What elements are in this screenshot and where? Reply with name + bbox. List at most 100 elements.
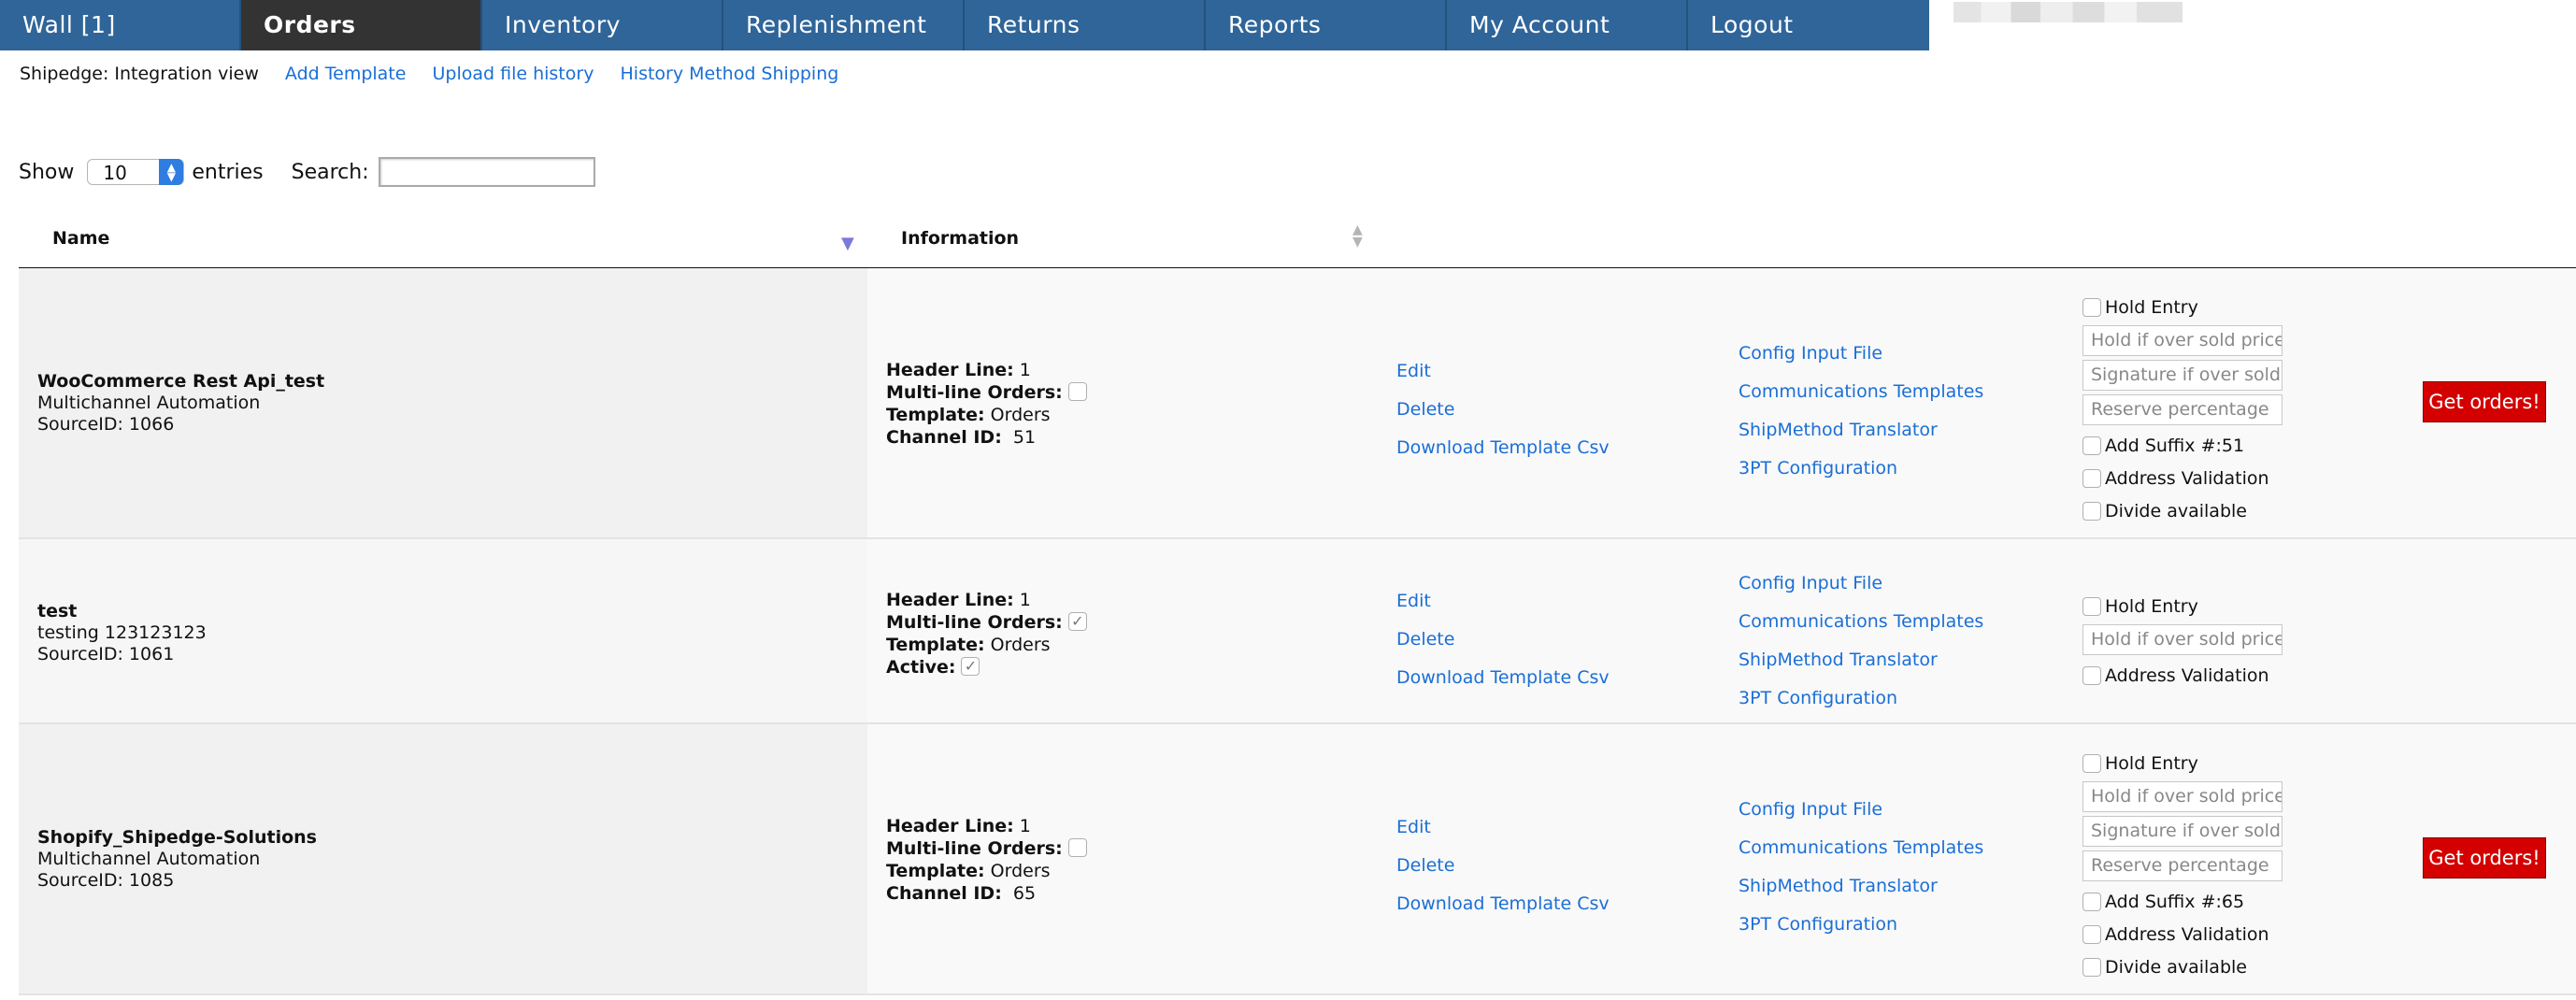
tab-returns[interactable]: Returns (965, 0, 1206, 50)
reserve-percentage-input[interactable]: Reserve percentage (2082, 394, 2283, 425)
3pt-configuration-link[interactable]: 3PT Configuration (1739, 914, 1898, 935)
get-orders-button[interactable]: Get orders! (2423, 381, 2546, 422)
table-row: Shopify_Shipedge-Solutions Multichannel … (19, 724, 2576, 995)
hold-price-input[interactable]: Hold if over sold price (2082, 781, 2283, 812)
shipmethod-translator-link[interactable]: ShipMethod Translator (1739, 650, 1938, 670)
name-block: WooCommerce Rest Api_test Multichannel A… (37, 371, 324, 436)
delete-link[interactable]: Delete (1396, 399, 1455, 420)
signature-price-input[interactable]: Signature if over sold price (2082, 360, 2283, 391)
multiline-checkbox (1067, 837, 1087, 857)
add-suffix-checkbox[interactable] (2082, 436, 2101, 455)
tab-orders[interactable]: Orders (241, 0, 482, 50)
row-options: Hold Entry Hold if over sold price Signa… (2082, 747, 2283, 983)
address-validation-option[interactable]: Address Validation (2082, 659, 2283, 692)
top-navigation: Wall [1] Orders Inventory Replenishment … (0, 0, 1929, 50)
download-template-csv-link[interactable]: Download Template Csv (1396, 437, 1610, 458)
hold-entry-label: Hold Entry (2105, 595, 2198, 617)
upload-file-history-link[interactable]: Upload file history (432, 64, 594, 84)
entries-label: entries (192, 160, 264, 184)
hold-entry-option[interactable]: Hold Entry (2082, 590, 2283, 622)
hold-entry-checkbox[interactable] (2082, 596, 2101, 616)
template-value: Orders (990, 405, 1051, 425)
communications-templates-link[interactable]: Communications Templates (1739, 381, 1984, 402)
config-input-file-link[interactable]: Config Input File (1739, 573, 1883, 593)
table-controls: Show 10 ▲ ▼ entries Search: (19, 157, 595, 187)
hold-price-input[interactable]: Hold if over sold price (2082, 624, 2283, 655)
shipmethod-translator-link[interactable]: ShipMethod Translator (1739, 420, 1938, 440)
table-row: test testing 123123123 SourceID: 1061 He… (19, 539, 2576, 724)
multiline-checkbox (1067, 381, 1087, 401)
hold-entry-option[interactable]: Hold Entry (2082, 747, 2283, 779)
history-method-shipping-link[interactable]: History Method Shipping (620, 64, 839, 84)
download-template-csv-link[interactable]: Download Template Csv (1396, 893, 1610, 914)
3pt-configuration-link[interactable]: 3PT Configuration (1739, 688, 1898, 708)
edit-link[interactable]: Edit (1396, 591, 1431, 611)
delete-link[interactable]: Delete (1396, 855, 1455, 876)
delete-link[interactable]: Delete (1396, 629, 1455, 650)
address-validation-option[interactable]: Address Validation (2082, 462, 2283, 494)
tab-my-account[interactable]: My Account (1447, 0, 1688, 50)
config-links: Config Input File Communications Templat… (1739, 573, 1983, 726)
multiline-checkbox-checked: ✓ (1067, 611, 1087, 631)
tab-reports[interactable]: Reports (1206, 0, 1447, 50)
name-cell (19, 268, 867, 537)
signature-price-input[interactable]: Signature if over sold price (2082, 816, 2283, 847)
table-header: Name ▼ Information ▲ ▼ (19, 215, 2576, 269)
add-suffix-checkbox[interactable] (2082, 892, 2101, 911)
tab-wall[interactable]: Wall [1] (0, 0, 241, 50)
address-validation-label: Address Validation (2105, 467, 2269, 489)
hold-price-input[interactable]: Hold if over sold price (2082, 325, 2283, 356)
add-suffix-option[interactable]: Add Suffix #:51 (2082, 429, 2283, 462)
search-input[interactable] (378, 157, 595, 187)
hold-entry-checkbox[interactable] (2082, 753, 2101, 773)
add-suffix-option[interactable]: Add Suffix #:65 (2082, 885, 2283, 918)
divide-available-option[interactable]: Divide available (2082, 494, 2283, 527)
template-value: Orders (990, 635, 1051, 655)
multiline-label: Multi-line Orders: (886, 838, 1063, 859)
sort-descending-icon[interactable]: ▼ (841, 234, 854, 253)
address-validation-checkbox[interactable] (2082, 665, 2101, 685)
integration-type: testing 123123123 (37, 622, 207, 643)
entries-select[interactable]: 10 ▲ ▼ (87, 159, 185, 185)
hold-entry-checkbox[interactable] (2082, 297, 2101, 317)
column-header-information[interactable]: Information (901, 228, 1020, 249)
3pt-configuration-link[interactable]: 3PT Configuration (1739, 458, 1898, 479)
address-validation-checkbox[interactable] (2082, 468, 2101, 488)
hold-entry-label: Hold Entry (2105, 752, 2198, 774)
row-options: Hold Entry Hold if over sold price Addre… (2082, 590, 2283, 692)
name-block: test testing 123123123 SourceID: 1061 (37, 601, 207, 665)
config-input-file-link[interactable]: Config Input File (1739, 799, 1883, 820)
communications-templates-link[interactable]: Communications Templates (1739, 837, 1984, 858)
tab-logout[interactable]: Logout (1688, 0, 1929, 50)
divide-available-checkbox[interactable] (2082, 501, 2101, 521)
shipmethod-translator-link[interactable]: ShipMethod Translator (1739, 876, 1938, 896)
address-validation-option[interactable]: Address Validation (2082, 918, 2283, 950)
sort-both-icon[interactable]: ▲ ▼ (1352, 222, 1363, 250)
divide-available-option[interactable]: Divide available (2082, 950, 2283, 983)
hold-entry-label: Hold Entry (2105, 296, 2198, 318)
communications-templates-link[interactable]: Communications Templates (1739, 611, 1984, 632)
integration-view-label: Shipedge: Integration view (20, 64, 259, 84)
edit-link[interactable]: Edit (1396, 817, 1431, 837)
hold-entry-option[interactable]: Hold Entry (2082, 291, 2283, 323)
divide-available-checkbox[interactable] (2082, 957, 2101, 977)
name-cell (19, 724, 867, 993)
tab-replenishment[interactable]: Replenishment (723, 0, 965, 50)
channel-id-label: Channel ID: (886, 427, 1002, 448)
multiline-label: Multi-line Orders: (886, 612, 1063, 633)
get-orders-button[interactable]: Get orders! (2423, 837, 2546, 879)
config-input-file-link[interactable]: Config Input File (1739, 343, 1883, 364)
integration-name: test (37, 601, 78, 621)
add-template-link[interactable]: Add Template (284, 64, 407, 84)
reserve-percentage-input[interactable]: Reserve percentage (2082, 850, 2283, 881)
source-id: SourceID: 1066 (37, 414, 175, 435)
row-actions: Edit Delete Download Template Csv (1396, 591, 1610, 706)
tab-inventory[interactable]: Inventory (482, 0, 723, 50)
integration-type: Multichannel Automation (37, 849, 261, 869)
address-validation-checkbox[interactable] (2082, 924, 2101, 944)
column-header-name[interactable]: Name (52, 228, 110, 249)
table-row: WooCommerce Rest Api_test Multichannel A… (19, 268, 2576, 539)
config-links: Config Input File Communications Templat… (1739, 799, 1983, 952)
download-template-csv-link[interactable]: Download Template Csv (1396, 667, 1610, 688)
edit-link[interactable]: Edit (1396, 361, 1431, 381)
